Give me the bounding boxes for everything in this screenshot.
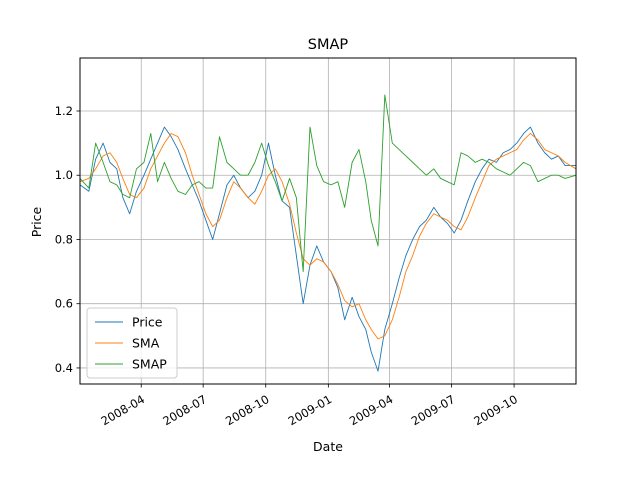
- y-tick-label: 1.0: [55, 168, 73, 182]
- y-axis-ticks: 0.4 0.6 0.8 1.0 1.2: [55, 104, 80, 375]
- series-line-sma: [80, 133, 576, 340]
- legend-label-sma: SMA: [132, 336, 160, 351]
- y-tick-label: 1.2: [55, 104, 73, 118]
- legend: Price SMA SMAP: [86, 307, 178, 379]
- plot-area: [80, 94, 576, 372]
- legend-label-smap: SMAP: [132, 357, 167, 372]
- y-axis-label: Price: [29, 206, 44, 237]
- series-lines: [80, 94, 576, 372]
- legend-box: [86, 307, 178, 379]
- y-tick-label: 0.8: [55, 232, 73, 246]
- chart-title: SMAP: [308, 37, 349, 53]
- y-tick-label: 0.6: [55, 297, 73, 311]
- x-axis-label: Date: [313, 439, 343, 454]
- series-line-smap: [80, 94, 576, 273]
- y-tick-label: 0.4: [55, 361, 73, 375]
- legend-label-price: Price: [132, 315, 163, 330]
